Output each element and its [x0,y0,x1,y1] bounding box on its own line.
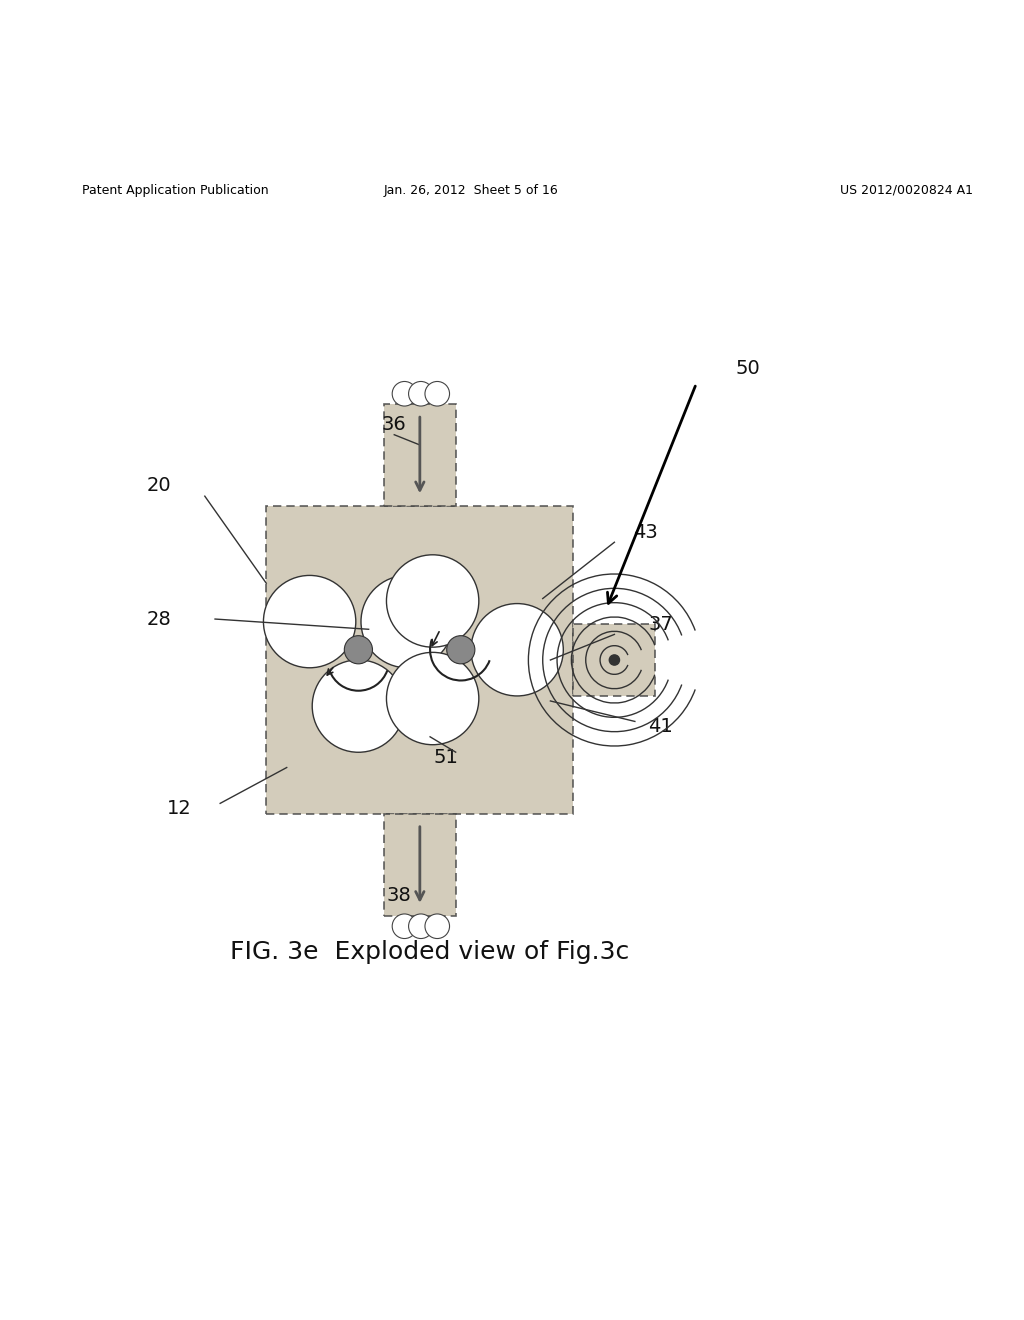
Text: 12: 12 [167,799,191,818]
Circle shape [609,655,620,665]
Text: US 2012/0020824 A1: US 2012/0020824 A1 [840,183,973,197]
Circle shape [446,636,475,664]
Text: 41: 41 [648,717,673,737]
Text: 50: 50 [735,359,760,378]
Text: 43: 43 [633,523,657,541]
Circle shape [409,381,433,407]
Circle shape [392,381,417,407]
Text: 38: 38 [387,886,412,906]
Circle shape [471,603,563,696]
Text: 28: 28 [146,610,171,628]
Circle shape [312,660,404,752]
Circle shape [386,652,479,744]
Text: 51: 51 [433,747,458,767]
Circle shape [386,554,479,647]
Bar [384,813,456,916]
Text: Patent Application Publication: Patent Application Publication [82,183,268,197]
Text: 37: 37 [648,615,673,634]
Circle shape [409,913,433,939]
Circle shape [425,381,450,407]
Circle shape [392,913,417,939]
Text: FIG. 3e  Exploded view of Fig.3c: FIG. 3e Exploded view of Fig.3c [230,940,630,964]
Text: 36: 36 [382,414,407,434]
Circle shape [361,576,454,668]
Circle shape [263,576,355,668]
Text: 20: 20 [146,477,171,495]
Circle shape [344,636,373,664]
Bar [573,624,655,696]
Bar [384,404,456,507]
Bar [266,507,573,813]
Text: Jan. 26, 2012  Sheet 5 of 16: Jan. 26, 2012 Sheet 5 of 16 [384,183,558,197]
Circle shape [425,913,450,939]
